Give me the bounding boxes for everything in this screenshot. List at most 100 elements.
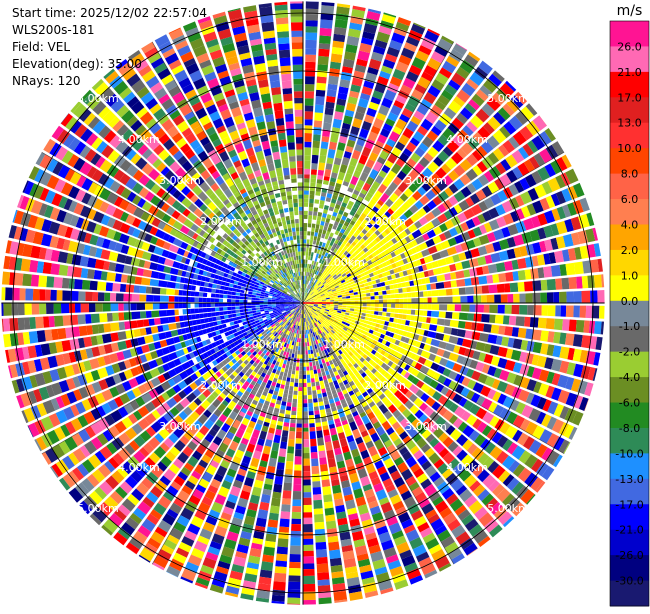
range-gate bbox=[464, 278, 471, 286]
range-gate bbox=[298, 403, 303, 407]
range-gate bbox=[139, 286, 146, 293]
range-gate bbox=[239, 306, 243, 309]
range-gate bbox=[397, 283, 402, 288]
range-gate bbox=[53, 277, 62, 288]
range-gate bbox=[232, 292, 236, 296]
range-gate bbox=[215, 289, 220, 293]
range-gate bbox=[517, 258, 527, 269]
range-gate bbox=[179, 283, 184, 289]
range-gate bbox=[330, 62, 341, 70]
range-gate bbox=[346, 298, 350, 300]
range-gate bbox=[597, 290, 604, 303]
range-gate bbox=[227, 295, 231, 299]
range-gate bbox=[594, 275, 602, 288]
range-gate bbox=[175, 316, 180, 322]
range-gate bbox=[154, 295, 160, 301]
range-gate bbox=[208, 317, 213, 322]
range-gate bbox=[290, 382, 294, 387]
range-gate bbox=[305, 111, 313, 119]
range-gate bbox=[403, 293, 407, 298]
range-gate bbox=[299, 215, 303, 219]
range-gate bbox=[110, 293, 116, 301]
range-gate bbox=[131, 303, 137, 310]
range-gate bbox=[288, 439, 295, 447]
range-gate bbox=[272, 94, 282, 104]
range-gate bbox=[291, 374, 295, 378]
range-gate bbox=[296, 144, 303, 150]
range-gate bbox=[24, 317, 30, 329]
range-gate bbox=[436, 282, 445, 289]
range-gate bbox=[263, 30, 275, 38]
range-gate bbox=[300, 363, 303, 367]
range-gate bbox=[281, 196, 286, 201]
range-gate bbox=[45, 289, 51, 300]
range-gate bbox=[282, 397, 287, 402]
range-gate bbox=[280, 57, 291, 66]
range-gate bbox=[168, 303, 175, 309]
range-gate bbox=[335, 19, 348, 28]
range-gate bbox=[318, 170, 324, 176]
range-gate bbox=[293, 236, 296, 240]
range-gate bbox=[513, 294, 519, 303]
range-gate bbox=[291, 16, 303, 22]
range-gate bbox=[327, 157, 334, 164]
range-gate bbox=[323, 122, 332, 130]
range-gate bbox=[277, 125, 285, 134]
range-gate bbox=[236, 310, 240, 313]
range-gate bbox=[74, 279, 83, 289]
range-gate bbox=[547, 292, 553, 303]
range-gate bbox=[57, 290, 63, 301]
range-gate bbox=[304, 203, 308, 207]
range-gate bbox=[409, 281, 414, 286]
range-gate bbox=[62, 290, 70, 300]
range-gate bbox=[38, 275, 47, 287]
range-gate bbox=[482, 285, 489, 293]
range-gate bbox=[29, 260, 38, 273]
range-gate bbox=[116, 293, 124, 301]
range-gate bbox=[131, 312, 140, 320]
range-gate bbox=[289, 431, 295, 440]
range-gate bbox=[70, 315, 79, 325]
range-gate bbox=[407, 298, 411, 303]
range-gate bbox=[33, 289, 40, 301]
range-gate bbox=[314, 112, 323, 121]
range-gate bbox=[465, 287, 474, 295]
range-gate bbox=[286, 453, 293, 461]
range-gate bbox=[293, 391, 297, 395]
range-gate bbox=[271, 498, 281, 507]
range-gate bbox=[354, 298, 358, 301]
range-gate bbox=[203, 303, 207, 307]
range-gate bbox=[239, 296, 243, 299]
range-gate bbox=[310, 191, 315, 195]
range-gate bbox=[151, 287, 160, 294]
range-gate bbox=[288, 142, 295, 150]
range-gate bbox=[280, 519, 290, 528]
range-gate bbox=[219, 299, 223, 303]
range-gate bbox=[304, 195, 309, 199]
range-gate bbox=[284, 474, 292, 483]
range-gate bbox=[305, 84, 314, 91]
range-gate bbox=[265, 114, 274, 122]
range-gate bbox=[89, 303, 96, 312]
range-gate bbox=[140, 311, 146, 318]
range-gate bbox=[286, 461, 294, 469]
range-gate bbox=[46, 276, 54, 287]
range-gate bbox=[275, 566, 287, 573]
range-gate bbox=[555, 278, 562, 289]
range-gate bbox=[270, 505, 280, 513]
range-gate bbox=[311, 174, 317, 178]
range-gate bbox=[115, 273, 122, 282]
range-gate bbox=[35, 317, 44, 329]
range-gate bbox=[191, 309, 195, 314]
range-gate bbox=[112, 283, 120, 292]
range-gate bbox=[424, 298, 428, 303]
range-gate bbox=[294, 85, 303, 92]
range-gate bbox=[81, 303, 89, 313]
range-gate bbox=[279, 50, 290, 59]
range-gate bbox=[18, 303, 25, 315]
range-gate bbox=[504, 261, 513, 271]
range-gate bbox=[101, 271, 108, 280]
range-gate bbox=[432, 297, 438, 303]
range-gate bbox=[296, 366, 299, 370]
